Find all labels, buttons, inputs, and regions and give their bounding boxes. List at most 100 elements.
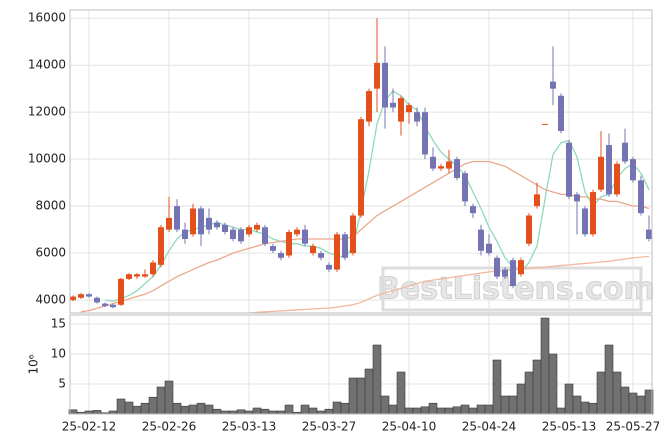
y-axis-label: 10⁶ bbox=[27, 354, 41, 374]
volume-bar bbox=[356, 377, 366, 415]
candle-body bbox=[430, 156, 436, 169]
volume-bar bbox=[388, 404, 398, 415]
candle-body bbox=[462, 173, 468, 202]
candle-body bbox=[382, 62, 388, 108]
volume-bar bbox=[404, 407, 414, 415]
candle-body bbox=[254, 224, 260, 230]
candle-body bbox=[534, 194, 540, 207]
candle-body bbox=[606, 145, 612, 195]
volume-bar bbox=[372, 344, 382, 415]
candle-body bbox=[86, 294, 92, 297]
volume-bar bbox=[148, 396, 158, 415]
volume-bar bbox=[340, 402, 350, 415]
candle-body bbox=[502, 269, 508, 277]
volume-bar bbox=[500, 395, 510, 415]
candle-body bbox=[542, 123, 548, 125]
candle-body bbox=[494, 257, 500, 277]
candle-body bbox=[70, 296, 76, 301]
candle-body bbox=[390, 102, 396, 108]
candle-body bbox=[94, 297, 100, 303]
volume-bar bbox=[300, 404, 310, 415]
volume-bar bbox=[420, 406, 430, 415]
volume-bar bbox=[132, 405, 142, 415]
volume-bar bbox=[172, 402, 182, 415]
candle-body bbox=[590, 192, 596, 235]
candle-body bbox=[350, 215, 356, 254]
candle-body bbox=[406, 105, 412, 113]
volume-bar bbox=[116, 398, 126, 415]
volume-bar bbox=[548, 353, 558, 415]
candle-body bbox=[102, 303, 108, 306]
candle-body bbox=[414, 112, 420, 122]
candle-body bbox=[190, 208, 196, 235]
volume-bar bbox=[492, 359, 502, 415]
moving-average bbox=[80, 160, 650, 313]
volume-bar bbox=[484, 404, 494, 415]
candle-body bbox=[302, 229, 308, 244]
candle-body bbox=[142, 274, 148, 277]
x-tick-label: 25-04-24 bbox=[462, 420, 516, 434]
candle-body bbox=[510, 260, 516, 286]
volume-bar bbox=[460, 404, 470, 415]
candle-body bbox=[286, 231, 292, 256]
volume-bar bbox=[236, 409, 246, 415]
volume-bar bbox=[620, 386, 630, 415]
candle-body bbox=[446, 161, 452, 169]
candle-body bbox=[422, 112, 428, 155]
candle-body bbox=[366, 91, 372, 122]
candle-body bbox=[198, 208, 204, 235]
candle-body bbox=[630, 159, 636, 181]
candle-body bbox=[238, 229, 244, 242]
candle-body bbox=[518, 260, 524, 275]
candle-body bbox=[638, 180, 644, 214]
volume-bar bbox=[140, 402, 150, 415]
candle-body bbox=[230, 229, 236, 240]
y-tick-label: 14000 bbox=[28, 58, 66, 72]
volume-bar bbox=[468, 407, 478, 415]
volume-bar bbox=[396, 371, 406, 415]
volume-bar bbox=[476, 404, 486, 415]
candle-body bbox=[646, 229, 652, 240]
candle-body bbox=[270, 246, 276, 251]
candle-body bbox=[110, 304, 116, 308]
candle-body bbox=[174, 206, 180, 230]
volume-bar bbox=[580, 401, 590, 415]
volume-bar bbox=[628, 392, 638, 415]
x-tick-label: 25-02-12 bbox=[62, 420, 116, 434]
candle-body bbox=[318, 253, 324, 258]
volume-bar bbox=[532, 359, 542, 415]
x-tick-label: 25-04-10 bbox=[382, 420, 436, 434]
candle-body bbox=[342, 234, 348, 258]
volume-bar bbox=[452, 406, 462, 415]
volume-bar bbox=[308, 407, 318, 415]
candle-body bbox=[550, 81, 556, 89]
volume-bar bbox=[164, 380, 174, 415]
candle-body bbox=[438, 166, 444, 169]
y-tick-label: 4000 bbox=[35, 293, 66, 307]
candle-body bbox=[574, 194, 580, 202]
panel-frame bbox=[69, 9, 653, 314]
candle-body bbox=[182, 229, 188, 240]
volume-bar bbox=[612, 371, 622, 415]
volume-bar bbox=[412, 407, 422, 415]
candle-body bbox=[526, 215, 532, 244]
volume-bar bbox=[260, 408, 270, 415]
candle-body bbox=[622, 142, 628, 162]
candle-body bbox=[598, 156, 604, 190]
volume-bar bbox=[540, 317, 550, 415]
x-tick-label: 25-03-27 bbox=[302, 420, 356, 434]
panel-frame bbox=[69, 314, 653, 415]
candle-body bbox=[566, 142, 572, 197]
candle-body bbox=[558, 95, 564, 131]
candle-body bbox=[150, 262, 156, 275]
volume-bar bbox=[588, 402, 598, 415]
candle-body bbox=[478, 229, 484, 251]
volume-bar bbox=[284, 404, 294, 415]
candle-body bbox=[294, 229, 300, 235]
x-tick-label: 25-03-13 bbox=[222, 420, 276, 434]
volume-bar bbox=[436, 407, 446, 415]
volume-bar bbox=[444, 407, 454, 415]
volume-bar bbox=[516, 383, 526, 415]
candle-body bbox=[582, 208, 588, 235]
volume-bar bbox=[252, 407, 262, 415]
